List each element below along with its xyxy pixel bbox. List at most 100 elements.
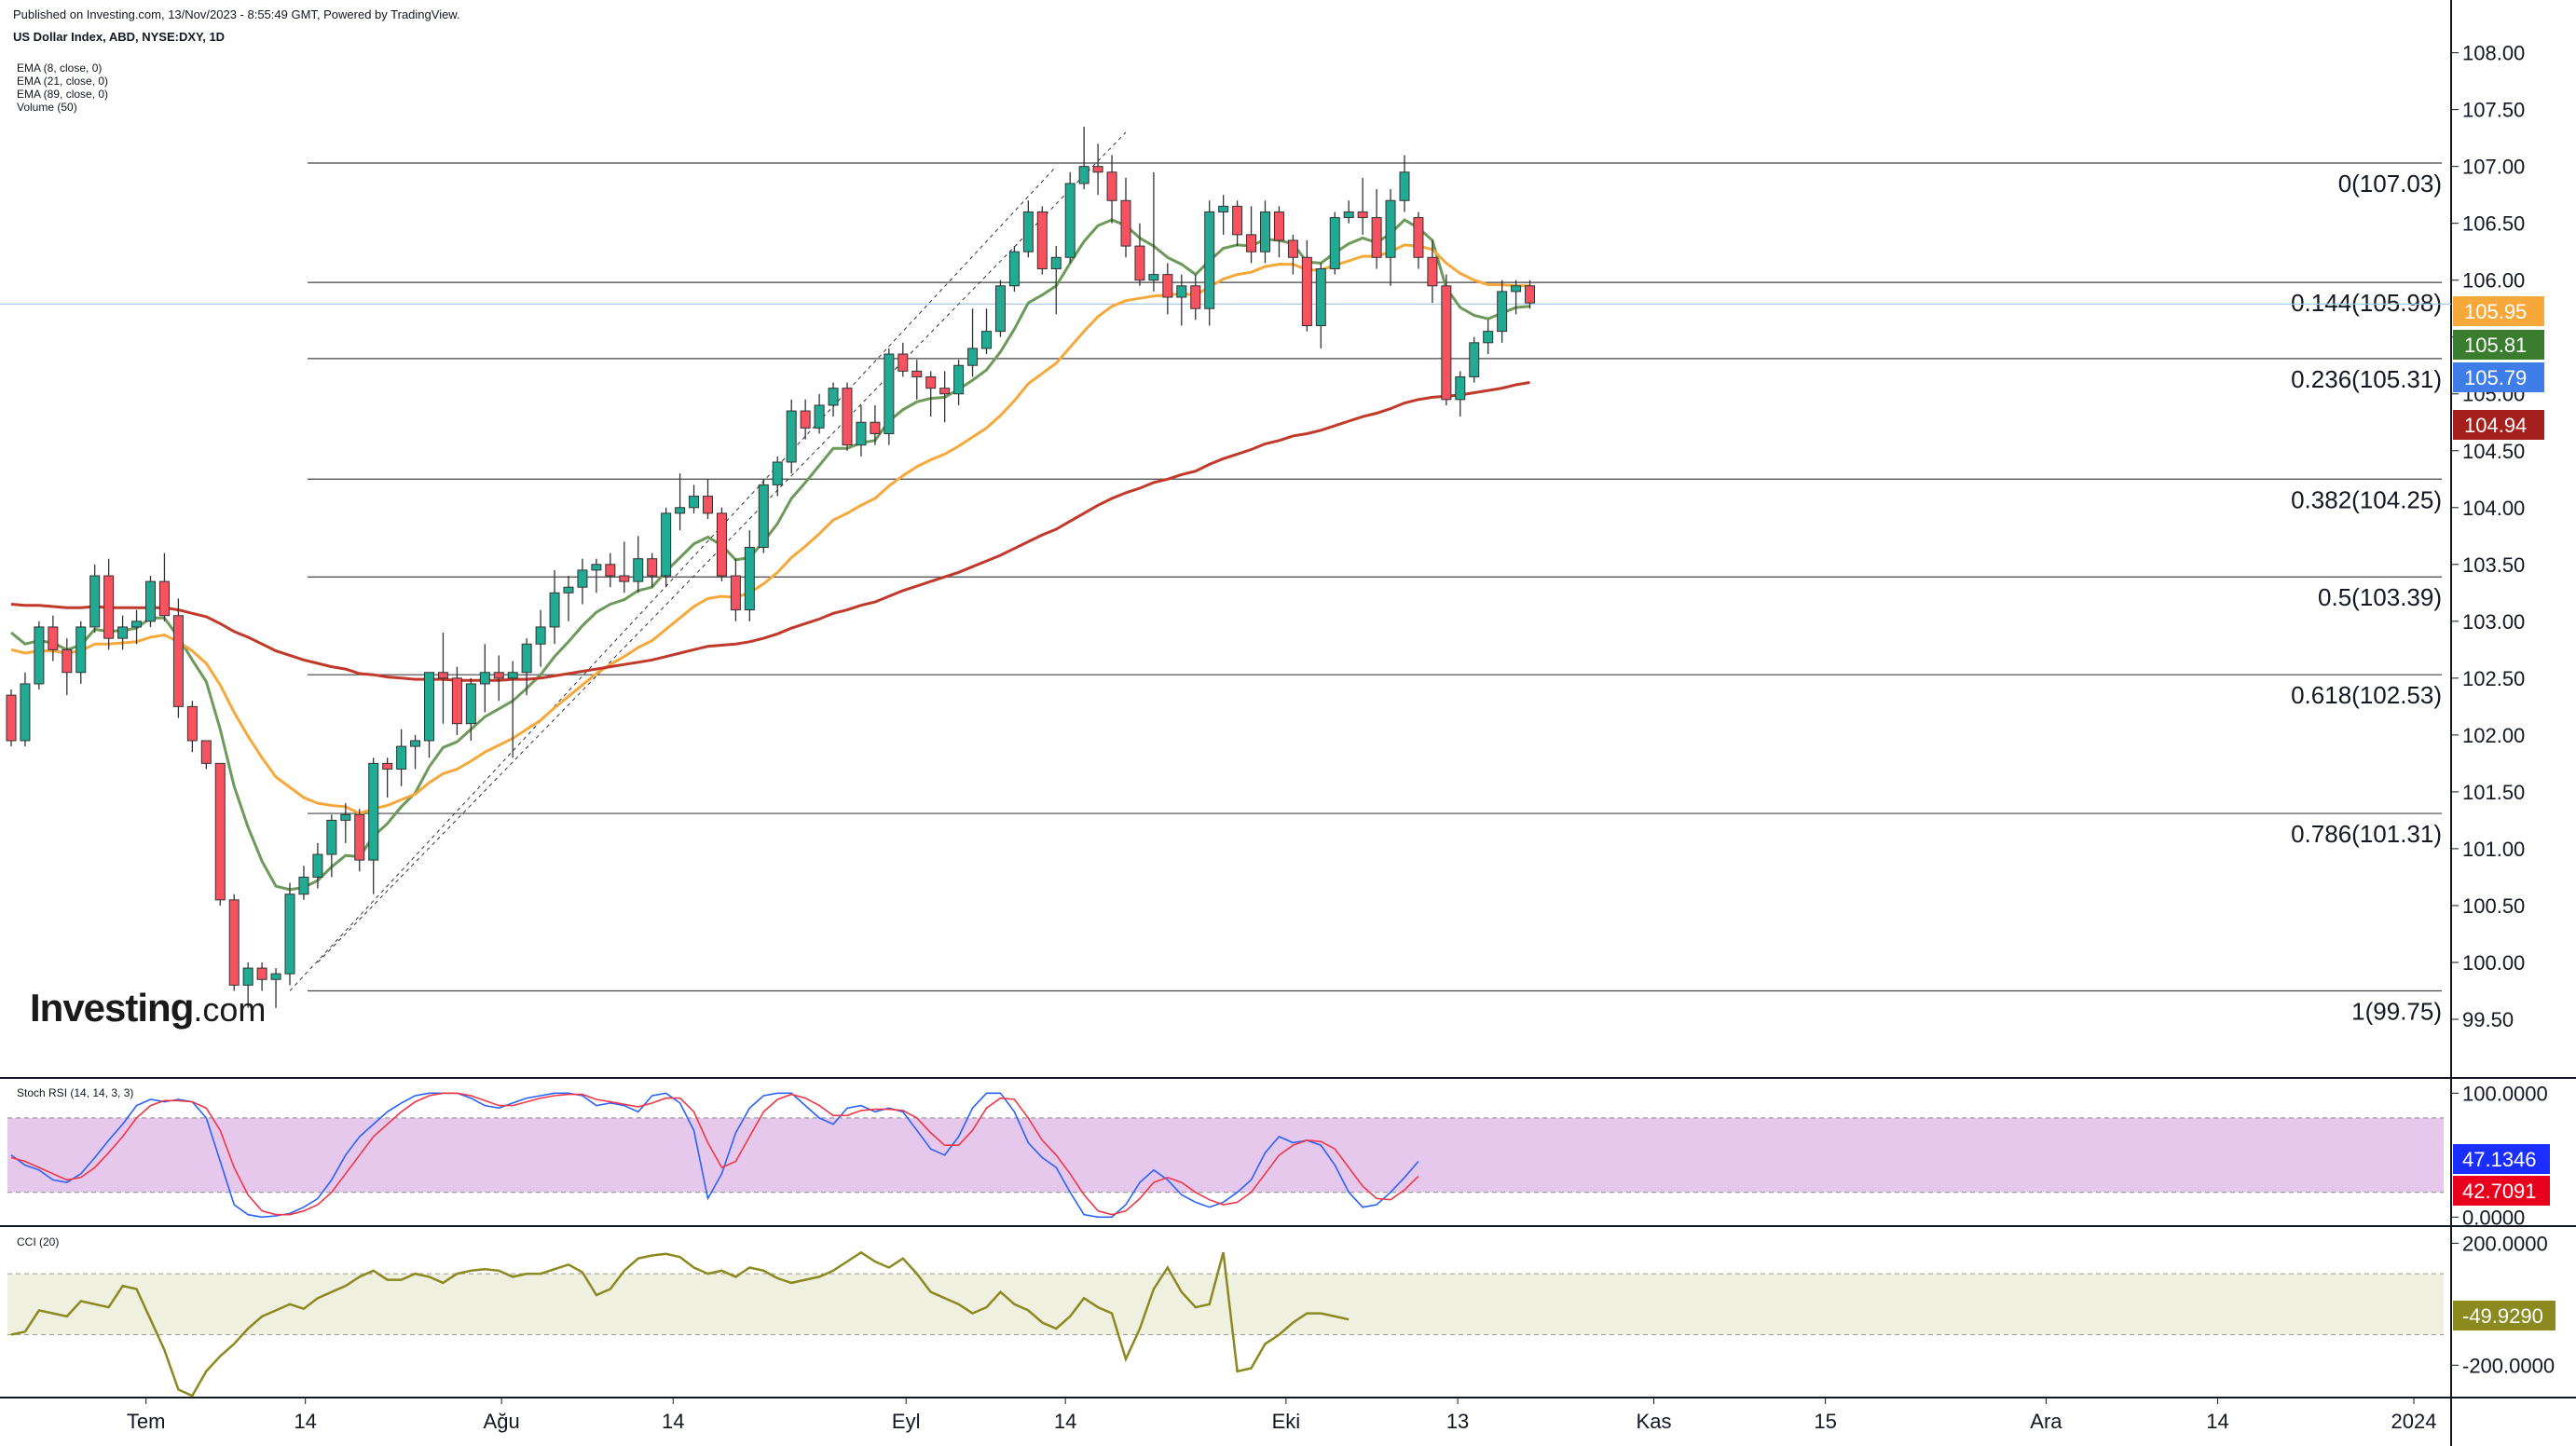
candle-body: [967, 348, 979, 366]
fib-label-5: 0.618(102.53): [2291, 681, 2442, 709]
candle-body: [1036, 211, 1048, 269]
investing-logo: Investing.com: [30, 986, 266, 1030]
candle: [911, 360, 923, 400]
time-axis[interactable]: Tem 14 Ağu 14 Eyl 14 Eki 13 Kas 15 Ara 14 2024: [127, 1398, 2437, 1433]
candle-body: [591, 564, 602, 571]
candle-body: [103, 575, 115, 639]
candle: [591, 558, 602, 593]
ema-line-3: [10, 381, 1530, 682]
candle-body: [1162, 274, 1173, 298]
stoch-d-line: [10, 1092, 1419, 1216]
candle: [633, 536, 644, 593]
candle: [200, 740, 212, 770]
candle: [1343, 200, 1354, 224]
price-tag-label: 105.81: [2464, 334, 2527, 357]
cci-band: [7, 1274, 2444, 1335]
stoch-rsi-title: Stoch RSI (14, 14, 3, 3): [17, 1086, 133, 1099]
logo-brand: Investing: [30, 986, 194, 1030]
candle-body: [619, 575, 630, 582]
candle: [1287, 234, 1298, 275]
legend-ema89[interactable]: EMA (89, close, 0): [17, 88, 109, 101]
candle-body: [521, 643, 532, 674]
candle: [1190, 274, 1201, 321]
candle-body: [437, 672, 448, 679]
candle: [1260, 200, 1270, 264]
legend-volume[interactable]: Volume (50): [17, 101, 77, 114]
candle-body: [939, 388, 951, 395]
time-tick-label: 14: [294, 1410, 316, 1433]
stoch-tag-label: 42.7091: [2462, 1180, 2537, 1203]
candle-body: [200, 740, 212, 764]
candle: [1148, 171, 1159, 292]
ema-line-2: [10, 243, 1530, 815]
candle: [716, 507, 727, 582]
candle-body: [1134, 245, 1145, 281]
candle: [744, 530, 755, 621]
candle-body: [577, 569, 588, 588]
stoch-tag-box: [2453, 1144, 2550, 1174]
candle-body: [1092, 166, 1103, 173]
candle: [1064, 171, 1076, 264]
candle-body: [633, 558, 644, 582]
time-tick-label: 14: [1054, 1410, 1076, 1433]
price-tag-box: [2453, 362, 2544, 392]
candle-body: [284, 894, 295, 975]
candle-body: [1064, 183, 1076, 258]
candle-body: [1329, 217, 1340, 269]
stoch-band: [7, 1117, 2444, 1193]
candle-body: [1106, 171, 1117, 201]
candle-body: [828, 388, 839, 406]
price-tick-label: 104.00: [2462, 497, 2525, 520]
price-tick-label: 107.00: [2462, 156, 2525, 179]
candle-body: [953, 364, 965, 395]
fib-label-1: 0.144(105.98): [2291, 289, 2442, 317]
candle-body: [34, 626, 45, 685]
candle-body: [1260, 211, 1270, 252]
candle-body: [62, 648, 73, 674]
candle: [1385, 189, 1396, 286]
price-tick-label: 103.50: [2462, 553, 2525, 577]
candle: [256, 962, 267, 991]
candle-body: [354, 813, 365, 861]
candle: [689, 484, 700, 513]
price-tick-label: 99.50: [2462, 1008, 2514, 1031]
candle-body: [424, 672, 434, 742]
candle-body: [549, 592, 560, 628]
candle-body: [1218, 205, 1229, 212]
candle: [1078, 126, 1089, 190]
legend-ema8[interactable]: EMA (8, close, 0): [17, 61, 103, 75]
candle-body: [856, 421, 867, 446]
candle: [897, 342, 909, 377]
cci-title: CCI (20): [17, 1235, 59, 1248]
candle-body: [716, 512, 727, 577]
candle: [312, 842, 323, 889]
candle-body: [842, 388, 853, 446]
time-tick-label: Tem: [127, 1410, 166, 1433]
candle: [1008, 246, 1020, 292]
candle: [117, 615, 129, 650]
legend-ema21[interactable]: EMA (21, close, 0): [17, 75, 109, 88]
candle-body: [1273, 211, 1284, 241]
fib-label-7: 1(99.75): [2351, 997, 2442, 1025]
candle: [1399, 155, 1410, 212]
candle-body: [1050, 256, 1062, 269]
candle: [647, 552, 658, 588]
candle: [214, 762, 226, 906]
candle: [1092, 143, 1103, 196]
candle-body: [1497, 291, 1508, 333]
candle: [730, 558, 741, 621]
candle-body: [479, 672, 490, 685]
candle: [1469, 336, 1480, 383]
candle: [1483, 320, 1494, 355]
time-tick-label: 14: [662, 1410, 684, 1433]
candle: [242, 962, 253, 1008]
candle: [298, 866, 309, 900]
time-tick-label: Ağu: [484, 1410, 520, 1433]
candle: [270, 968, 281, 1008]
candle-body: [675, 507, 686, 514]
candle-body: [758, 484, 769, 548]
candle-body: [1525, 285, 1536, 304]
candle: [563, 576, 574, 621]
candle-body: [563, 586, 574, 593]
